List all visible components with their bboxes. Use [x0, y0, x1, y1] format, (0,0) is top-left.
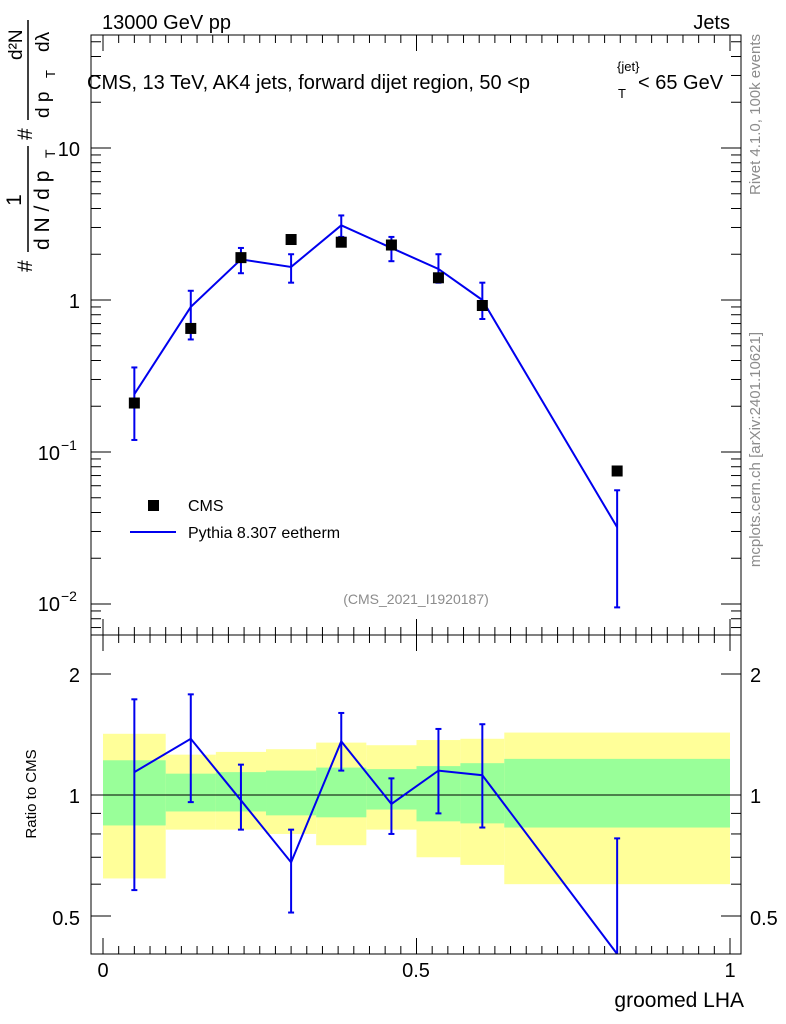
ylabel-hash-2: # — [14, 128, 37, 140]
ylabel-frac-bottom: d N / d p — [31, 171, 54, 250]
ylabel-dlambda: dλ — [33, 31, 54, 52]
legend: CMS Pythia 8.307 eetherm — [130, 498, 340, 542]
ratio-y-axis-label: Ratio to CMS — [23, 749, 40, 838]
ratio-plot-frame — [90, 634, 742, 955]
cms-data-point — [185, 322, 197, 334]
cms-data-point — [335, 236, 347, 248]
xtick-label-0: 0 — [97, 960, 108, 982]
ylabel-dpt: d p — [33, 92, 54, 118]
ratio-axis-ticks — [91, 635, 741, 954]
legend-label-cms: CMS — [188, 498, 224, 515]
legend-marker-cms — [148, 500, 159, 511]
ratio-ytick-0.5-left: 0.5 — [52, 908, 80, 930]
plot-title-pt-sub: T — [618, 86, 626, 101]
ratio-ytick-2-left: 2 — [69, 665, 80, 687]
main-series-layer — [128, 214, 623, 609]
ratio-ytick-1-right: 1 — [750, 786, 761, 808]
plot-title-tail: < 65 GeV — [638, 72, 724, 94]
cms-data-point — [385, 239, 397, 251]
ylabel-frac-bottom-sub: T — [42, 149, 58, 158]
main-y-axis-label: # 1 d N / d p T # d²N d p T dλ — [3, 20, 58, 272]
ratio-ytick-1-left: 1 — [69, 786, 80, 808]
main-plot-panel: CMS, 13 TeV, AK4 jets, forward dijet reg… — [3, 20, 742, 636]
ytick-label-0.01-base: 10 — [38, 594, 60, 616]
header-right-text: Jets — [693, 12, 730, 34]
ylabel-d2n: d²N — [6, 29, 27, 60]
header-left-text: 13000 GeV pp — [102, 12, 231, 34]
x-axis-label: groomed LHA — [614, 989, 744, 1012]
ratio-ytick-2-right: 2 — [750, 665, 761, 687]
main-plot-frame — [90, 34, 742, 636]
ytick-label-10: 10 — [58, 139, 80, 161]
cms-data-point — [611, 465, 623, 477]
cms-data-point — [432, 272, 444, 284]
ylabel-dpt-sub: T — [43, 70, 58, 78]
xtick-label-0.5: 0.5 — [402, 960, 430, 982]
cms-data-point — [476, 300, 488, 312]
ratio-plot-panel: Ratio to CMS 0.5 1 2 0.5 1 2 0 0.5 1 gro… — [23, 634, 778, 1012]
ratio-ytick-0.5-right: 0.5 — [750, 908, 778, 930]
plot-title-main: CMS, 13 TeV, AK4 jets, forward dijet reg… — [87, 72, 530, 94]
ratio-uncertainty-bands — [91, 732, 741, 885]
ratio-band-green — [504, 758, 730, 828]
main-axis-ticks — [91, 35, 741, 635]
ratio-series-layer — [131, 693, 621, 955]
pythia-line — [133, 224, 619, 528]
legend-label-pythia: Pythia 8.307 eetherm — [188, 525, 340, 542]
cms-data-point — [285, 234, 297, 246]
ytick-label-0.01-exp: −2 — [61, 588, 77, 604]
cms-data-point — [235, 252, 247, 264]
plot-title: CMS, 13 TeV, AK4 jets, forward dijet reg… — [87, 72, 530, 94]
ytick-label-0.1-base: 10 — [38, 443, 60, 465]
ratio-band-green — [316, 767, 367, 818]
rivet-version-text: Rivet 4.1.0, 100k events — [747, 34, 764, 195]
plot-title-jet-sup: {jet} — [617, 59, 640, 74]
mcplots-credit-text: mcplots.cern.ch [arXiv:2401.10621] — [747, 332, 764, 567]
ytick-label-1: 1 — [69, 291, 80, 313]
analysis-watermark: (CMS_2021_I1920187) — [343, 591, 489, 607]
ylabel-hash: # — [14, 260, 37, 272]
xtick-label-1: 1 — [724, 960, 735, 982]
ytick-label-0.1-exp: −1 — [61, 437, 77, 453]
ratio-band-green — [266, 770, 317, 816]
cms-data-point — [128, 397, 140, 409]
ylabel-one: 1 — [3, 194, 26, 206]
